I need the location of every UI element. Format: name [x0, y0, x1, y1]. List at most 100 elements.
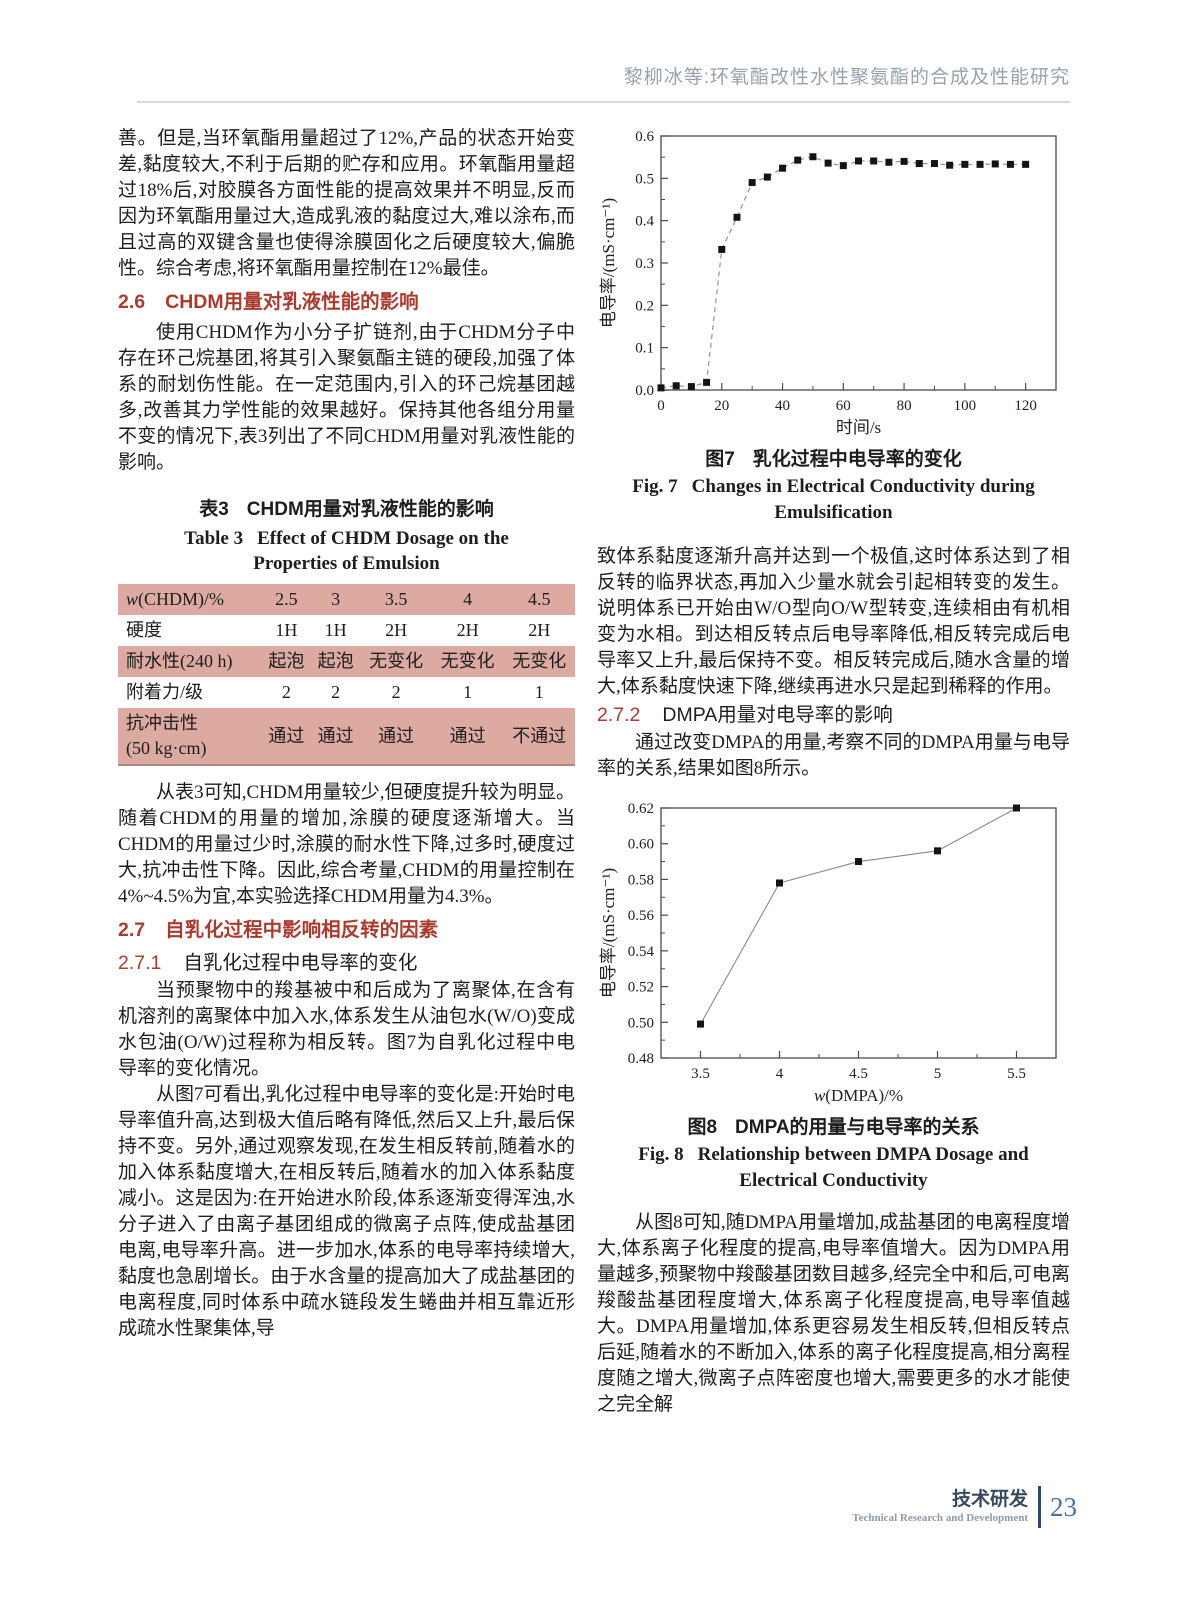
table3-block: 表3 CHDM用量对乳液性能的影响 Table 3 Effect of CHDM D… [118, 496, 575, 766]
table-row: w(CHDM)/% 2.5 3 3.5 4 4.5 [118, 584, 575, 615]
table-cell: 3 [331, 589, 341, 609]
svg-text:0.5: 0.5 [635, 171, 654, 187]
table-row: 抗冲击性 (50 kg·cm) 通过 通过 通过 通过 不通过 [118, 708, 575, 765]
paragraph: 通过改变DMPA的用量,考察不同的DMPA用量与电导率的关系,结果如图8所示。 [597, 732, 1070, 779]
svg-text:100: 100 [954, 398, 977, 414]
paragraph: 从图7可看出,乳化过程中电导率的变化是:开始时电导率值升高,达到极大值后略有降低… [118, 1084, 575, 1339]
section-title: CHDM用量对乳液性能的影响 [165, 291, 419, 313]
paragraph: 致体系黏度逐渐升高并达到一个极值,这时体系达到了相反转的临界状态,再加入少量水就… [597, 546, 1070, 697]
footer-section-zh: 技术研发 [951, 1489, 1028, 1510]
table-cell: 通过 [317, 725, 354, 746]
row-label: 耐水性(240 h) [126, 651, 233, 671]
page-number: 23 [1050, 1491, 1077, 1522]
svg-text:4: 4 [776, 1066, 784, 1082]
footer-section: 技术研发 Technical Research and Development [852, 1489, 1028, 1525]
table-cell: 2H [528, 620, 551, 640]
svg-text:电导率/(mS·cm⁻¹): 电导率/(mS·cm⁻¹) [599, 198, 618, 328]
svg-text:0.3: 0.3 [635, 256, 654, 272]
table-cell: 1H [275, 620, 298, 640]
figure7: 0 20 40 60 80 100 120 0.0 0.1 0.2 0.3 0.4 0.5 0.6 时间/s… [597, 126, 1070, 526]
left-column: 善。但是,当环氧酯用量超过了12%,产品的状态开始变差,黏度较大,不利于后期的贮… [118, 126, 575, 1342]
svg-text:0.0: 0.0 [635, 383, 654, 399]
paragraph: 使用CHDM作为小分子扩链剂,由于CHDM分子中存在环己烷基团,将其引入聚氨酯主… [118, 322, 575, 473]
svg-text:0: 0 [657, 398, 665, 414]
table3-body: w(CHDM)/% 2.5 3 3.5 4 4.5 硬度 1H 1H 2H 2H 2H 耐水性(240 … [118, 584, 575, 765]
svg-text:40: 40 [775, 398, 790, 414]
figure8-chart: 3.5 4 4.5 5 5.5 0.48 0.50 0.52 0.54 0.56 0.58 0.60 0… [599, 801, 1057, 1105]
table-cell: 不通过 [512, 725, 567, 746]
figure8-caption-zh: 图8 DMPA的用量与电导率的关系 [687, 1117, 980, 1138]
table3-caption-en: Table 3 Effect of CHDM Dosage on the Prop… [184, 528, 509, 574]
table3-label-en: Table 3 [184, 528, 244, 549]
right-column: 0 20 40 60 80 100 120 0.0 0.1 0.2 0.3 0.4 0.5 0.6 时间/s… [597, 126, 1070, 1418]
row-label: 附着力/级 [126, 682, 204, 702]
table-row: 硬度 1H 1H 2H 2H 2H [118, 615, 575, 646]
paragraph: 从表3可知,CHDM用量较少,但硬度提升较为明显。随着CHDM的用量的增加,涂膜… [118, 782, 575, 907]
svg-text:0.1: 0.1 [635, 341, 654, 357]
table-cell: 1 [534, 682, 544, 702]
table-cell: 无变化 [440, 651, 495, 671]
svg-text:60: 60 [836, 398, 851, 414]
svg-text:0.58: 0.58 [628, 872, 654, 888]
figure7-caption-en: Fig. 7 Changes in Electrical Conductivity… [632, 476, 1035, 523]
table-cell: 4.5 [527, 589, 551, 609]
svg-text:0.50: 0.50 [628, 1015, 654, 1031]
table-cell: 起泡 [268, 651, 305, 671]
table-cell: 3.5 [384, 589, 408, 609]
row-label: w(CHDM)/% [126, 589, 225, 609]
table-cell: 2 [331, 682, 341, 702]
table-cell: 2.5 [275, 589, 298, 609]
table-cell: 无变化 [369, 651, 424, 671]
table-cell: 1H [324, 620, 347, 640]
table-cell: 1 [463, 682, 473, 702]
figure7-chart: 0 20 40 60 80 100 120 0.0 0.1 0.2 0.3 0.4 0.5 0.6 时间/s… [599, 129, 1057, 437]
svg-text:电导率/(mS·cm⁻¹): 电导率/(mS·cm⁻¹) [599, 868, 618, 998]
table-cell: 通过 [449, 725, 486, 746]
table-cell: 起泡 [317, 651, 354, 671]
svg-text:时间/s: 时间/s [836, 418, 881, 437]
svg-text:3.5: 3.5 [691, 1066, 710, 1082]
svg-text:0.4: 0.4 [635, 214, 654, 230]
section-heading-2-7-2: 2.7.2 DMPA用量对电导率的影响 [597, 700, 1070, 730]
figure8-caption-en: Fig. 8 Relationship between DMPA Dosage a… [638, 1144, 1029, 1191]
footer: 技术研发 Technical Research and Development … [852, 1486, 1077, 1528]
table3: w(CHDM)/% 2.5 3 3.5 4 4.5 硬度 1H 1H 2H 2H 2H 耐水性(240 … [118, 584, 575, 766]
table-cell: 2 [281, 682, 291, 702]
section-number: 2.6 [118, 291, 146, 313]
svg-text:120: 120 [1014, 398, 1037, 414]
section-title: 自乳化过程中电导率的变化 [183, 952, 418, 974]
svg-text:5.5: 5.5 [1007, 1066, 1026, 1082]
paragraph: 善。但是,当环氧酯用量超过了12%,产品的状态开始变差,黏度较大,不利于后期的贮… [118, 128, 575, 279]
svg-text:20: 20 [714, 398, 729, 414]
svg-text:0.62: 0.62 [628, 801, 654, 817]
figure7-caption-zh: 图7 乳化过程中电导率的变化 [705, 449, 962, 470]
table-cell: 通过 [378, 725, 415, 746]
svg-text:4.5: 4.5 [849, 1066, 868, 1082]
svg-text:5: 5 [934, 1066, 942, 1082]
header-rule [137, 101, 1070, 103]
paragraph: 当预聚物中的羧基被中和后成为了离聚体,在含有机溶剂的离聚体中加入水,体系发生从油… [118, 980, 575, 1079]
svg-text:0.54: 0.54 [628, 944, 655, 960]
section-heading-2-7-1: 2.7.1 自乳化过程中电导率的变化 [118, 948, 575, 978]
table-row: 附着力/级 2 2 2 1 1 [118, 677, 575, 708]
section-title: DMPA用量对电导率的影响 [662, 704, 893, 726]
svg-text:0.6: 0.6 [635, 129, 654, 145]
table-cell: 通过 [268, 725, 305, 746]
section-number: 2.7 [118, 919, 146, 941]
row-label: 硬度 [126, 620, 162, 640]
svg-text:0.48: 0.48 [628, 1051, 654, 1067]
section-title: 自乳化过程中影响相反转的因素 [165, 919, 439, 941]
table-row: 耐水性(240 h) 起泡 起泡 无变化 无变化 无变化 [118, 646, 575, 677]
row-label: 抗冲击性 (50 kg·cm) [126, 713, 207, 758]
svg-text:0.56: 0.56 [628, 908, 655, 924]
table-cell: 2H [456, 620, 479, 640]
section-heading-2-7: 2.7 自乳化过程中影响相反转的因素 [118, 914, 575, 946]
svg-text:w(DMPA)/%: w(DMPA)/% [814, 1086, 903, 1105]
table-cell: 2 [391, 682, 401, 702]
table3-caption-zh: 表3 CHDM用量对乳液性能的影响 [199, 499, 494, 520]
table-cell: 无变化 [512, 651, 567, 671]
svg-text:0.52: 0.52 [628, 980, 654, 996]
table-cell: 2H [385, 620, 408, 640]
svg-text:0.60: 0.60 [628, 837, 654, 853]
